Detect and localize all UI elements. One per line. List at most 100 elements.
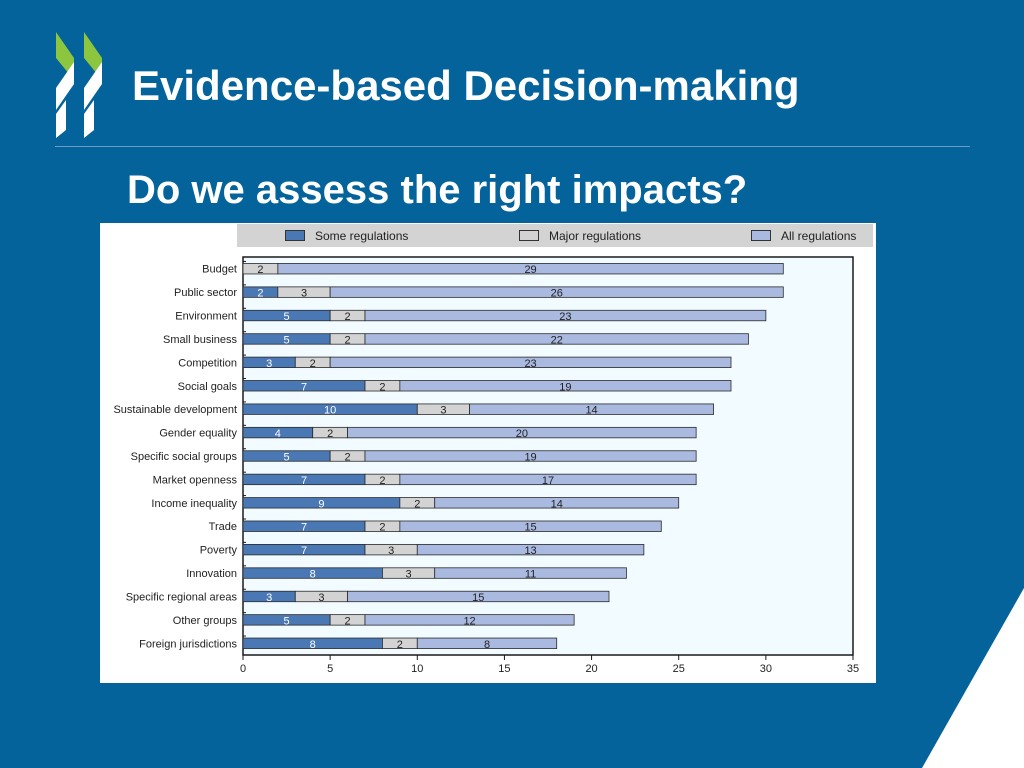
data-label: 19: [559, 381, 571, 393]
x-tick-label: 15: [498, 663, 510, 675]
legend-label-all: All regulations: [781, 228, 857, 243]
data-label: 8: [310, 569, 316, 581]
data-label: 5: [284, 311, 290, 323]
legend-swatch-major: [519, 230, 539, 241]
bar-segment: [399, 473, 697, 486]
data-label: 8: [310, 639, 316, 651]
legend-label-some: Some regulations: [315, 228, 409, 243]
bar-segment: [347, 426, 697, 439]
category-label: Trade: [209, 521, 237, 533]
data-label: 3: [406, 569, 412, 581]
data-label: 3: [388, 545, 394, 557]
data-label: 2: [257, 264, 263, 276]
category-label: Income inequality: [151, 498, 237, 510]
chart-panel: Some regulations Major regulations All r…: [100, 223, 876, 683]
legend-swatch-some: [285, 230, 305, 241]
category-label: Sustainable development: [113, 404, 237, 416]
category-label: Budget: [202, 264, 237, 276]
data-label: 2: [414, 498, 420, 510]
bar-segment: [399, 380, 732, 392]
data-label: 7: [301, 475, 307, 487]
category-label: Competition: [178, 357, 237, 369]
data-label: 11: [525, 569, 536, 581]
bar-segment: [399, 520, 662, 532]
data-label: 20: [516, 428, 528, 440]
data-label: 17: [542, 475, 554, 487]
legend-item-some: Some regulations: [285, 224, 408, 247]
bar-segment: [416, 637, 558, 649]
data-label: 26: [551, 288, 563, 300]
oecd-logo-icon: [56, 32, 102, 138]
category-label: Specific regional areas: [126, 591, 238, 603]
data-label: 2: [345, 615, 351, 627]
bar-segment: [469, 403, 714, 415]
bar-segment: [364, 309, 767, 322]
legend-swatch-all: [751, 230, 771, 241]
bar-segment: [434, 567, 627, 579]
x-tick-label: 25: [673, 663, 685, 675]
chart-legend: Some regulations Major regulations All r…: [237, 224, 873, 247]
legend-item-major: Major regulations: [519, 224, 641, 247]
data-label: 4: [275, 428, 281, 440]
x-tick-label: 35: [847, 663, 859, 675]
category-label: Small business: [163, 334, 237, 346]
data-label: 3: [266, 592, 272, 604]
data-label: 19: [524, 452, 536, 464]
data-label: 3: [266, 358, 272, 370]
data-label: 2: [345, 311, 351, 323]
data-label: 5: [284, 615, 290, 627]
bar-segment: [364, 333, 749, 345]
data-label: 23: [559, 311, 571, 323]
data-label: 3: [318, 592, 324, 604]
data-label: 12: [463, 615, 475, 627]
data-label: 14: [551, 498, 563, 510]
data-label: 29: [524, 264, 536, 276]
title-divider: [55, 146, 970, 147]
bar-segment: [434, 497, 680, 509]
data-label: 2: [397, 639, 403, 651]
slide-subtitle: Do we assess the right impacts?: [127, 168, 748, 212]
category-label: Poverty: [200, 545, 238, 557]
x-tick-label: 5: [327, 663, 333, 675]
category-label: Market openness: [153, 474, 238, 486]
x-tick-label: 20: [585, 663, 597, 675]
category-label: Foreign jurisdictions: [139, 638, 237, 650]
data-label: 14: [585, 405, 597, 417]
data-label: 13: [524, 545, 536, 557]
slide-title: Evidence-based Decision-making: [132, 62, 800, 109]
data-label: 2: [327, 428, 333, 440]
data-label: 9: [318, 498, 324, 510]
data-label: 2: [379, 381, 385, 393]
bar-segment: [364, 614, 575, 626]
bar-segment: [364, 450, 697, 462]
data-label: 2: [345, 452, 351, 464]
category-label: Social goals: [178, 381, 238, 393]
data-label: 2: [345, 334, 351, 346]
data-label: 2: [379, 475, 385, 487]
bar-segment: [416, 543, 645, 556]
category-label: Gender equality: [159, 428, 237, 440]
x-tick-label: 10: [411, 663, 423, 675]
bar-segment: [329, 356, 732, 369]
corner-decoration: [922, 588, 1024, 768]
data-label: 5: [284, 334, 290, 346]
data-label: 22: [551, 334, 563, 346]
bar-segment: [347, 590, 610, 603]
bar-segment: [329, 286, 784, 298]
data-label: 2: [257, 288, 263, 300]
data-label: 2: [379, 522, 385, 534]
data-label: 7: [301, 381, 307, 393]
data-label: 3: [301, 288, 307, 300]
data-label: 3: [440, 405, 446, 417]
data-label: 15: [524, 522, 536, 534]
x-tick-label: 0: [240, 663, 246, 675]
legend-label-major: Major regulations: [549, 228, 642, 243]
x-tick-label: 30: [760, 663, 772, 675]
category-label: Public sector: [174, 287, 237, 299]
data-label: 5: [284, 452, 290, 464]
data-label: 10: [324, 405, 336, 417]
category-label: Innovation: [186, 568, 237, 580]
category-label: Other groups: [173, 615, 238, 627]
category-label: Environment: [175, 311, 237, 323]
